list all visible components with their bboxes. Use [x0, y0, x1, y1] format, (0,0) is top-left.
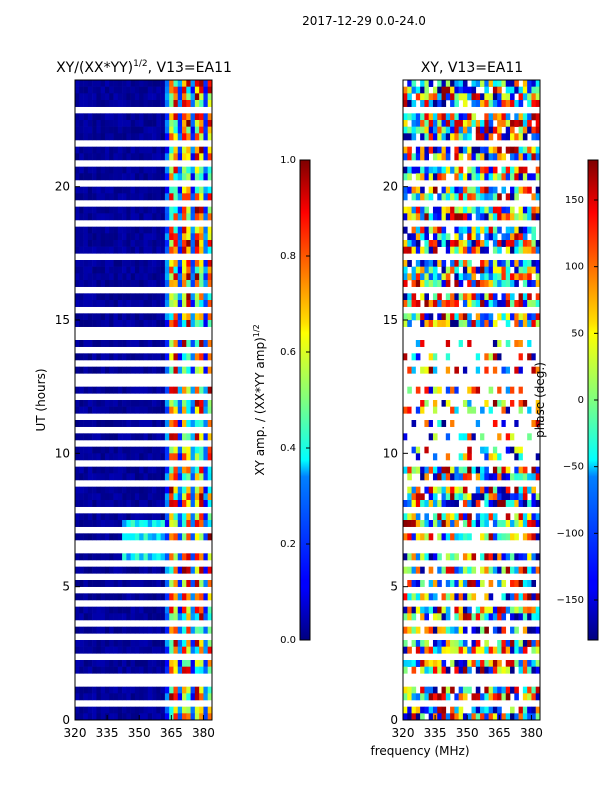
colorbar-tick-label: −150 — [557, 595, 584, 606]
phase-colorbar-label: phase (deg.) — [533, 362, 547, 438]
x-tick-label: 335 — [424, 726, 447, 740]
amp-ratio-panel: XY/(XX*YY)1/2, V13=EA11 320 335 350 365 380 0… — [34, 59, 232, 740]
figure-suptitle: 2017-12-29 0.0-24.0 — [302, 14, 426, 28]
x-tick-label: 365 — [488, 726, 511, 740]
colorbar-tick-label: 50 — [571, 328, 584, 339]
phase-colorbar: −150 −100 −50 0 50 100 150 phase (deg.) — [533, 159, 599, 641]
y-tick-label: 0 — [390, 713, 398, 727]
amp-ratio-colorbar-label: XY amp. / (XX*YY amp)1/2 — [252, 324, 267, 475]
x-tick-label: 320 — [64, 726, 87, 740]
amp-ratio-axes: 320 335 350 365 380 0 5 10 15 20 — [55, 180, 215, 740]
phase-heatmap — [403, 80, 541, 721]
colorbar-tick-label: 0.2 — [280, 539, 296, 550]
y-tick-label: 10 — [383, 446, 398, 460]
colorbar-tick-label: 0.6 — [280, 347, 296, 358]
colorbar-tick-label: 0 — [578, 395, 584, 406]
amp-ratio-colorbar: 0.0 0.2 0.4 0.6 0.8 1.0 XY amp. / (XX*YY amp)… — [252, 155, 311, 646]
colorbar-tick-label: 150 — [565, 195, 584, 206]
x-tick-label: 380 — [520, 726, 543, 740]
phase-title: XY, V13=EA11 — [421, 60, 523, 76]
x-tick-label: 350 — [456, 726, 479, 740]
x-tick-label: 380 — [192, 726, 215, 740]
x-tick-label: 350 — [128, 726, 151, 740]
phase-axes: 320 335 350 365 380 0 5 10 15 20 — [383, 180, 543, 740]
colorbar-tick-label: 0.4 — [280, 443, 296, 454]
y-tick-label: 5 — [390, 580, 398, 594]
y-tick-label: 0 — [62, 713, 70, 727]
amp-ratio-colorbar-gradient — [299, 159, 311, 641]
phase-axes-frame — [402, 79, 541, 721]
colorbar-tick-label: 1.0 — [280, 155, 296, 166]
amp-ratio-colorbar-ticks: 0.0 0.2 0.4 0.6 0.8 1.0 — [280, 155, 310, 646]
phase-colorbar-ticks: −150 −100 −50 0 50 100 150 — [557, 195, 598, 606]
colorbar-tick-label: −50 — [563, 462, 584, 473]
amp-ratio-ylabel: UT (hours) — [34, 368, 48, 431]
amp-ratio-title: XY/(XX*YY)1/2, V13=EA11 — [56, 59, 232, 76]
y-tick-label: 15 — [55, 313, 70, 327]
y-tick-label: 10 — [55, 446, 70, 460]
figure-xlabel: frequency (MHz) — [370, 744, 469, 758]
x-tick-label: 320 — [392, 726, 415, 740]
amp-ratio-axes-frame — [74, 79, 213, 721]
y-tick-label: 20 — [383, 180, 398, 194]
amp-ratio-heatmap — [75, 80, 213, 721]
colorbar-tick-label: −100 — [557, 528, 584, 539]
colorbar-tick-label: 0.8 — [280, 251, 296, 262]
y-tick-label: 5 — [62, 580, 70, 594]
y-tick-label: 15 — [383, 313, 398, 327]
x-tick-label: 335 — [96, 726, 119, 740]
x-tick-label: 365 — [160, 726, 183, 740]
y-tick-label: 20 — [55, 180, 70, 194]
colorbar-tick-label: 0.0 — [280, 635, 296, 646]
phase-panel: XY, V13=EA11 320 335 350 365 380 0 5 10 15 20 — [383, 60, 543, 740]
colorbar-tick-label: 100 — [565, 262, 584, 273]
